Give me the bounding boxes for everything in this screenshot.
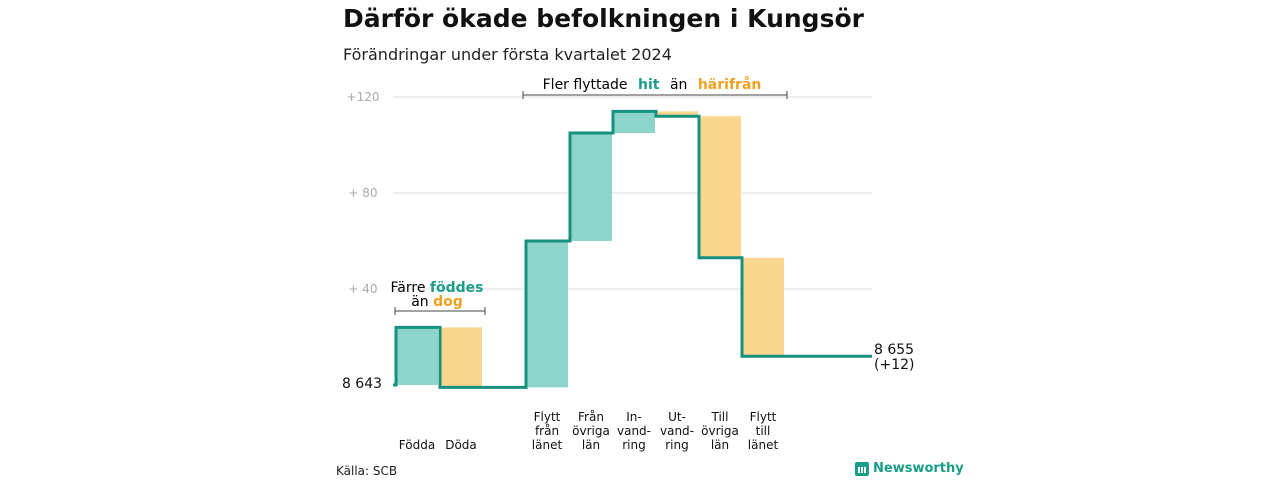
annotation-left-text2: än (411, 294, 428, 310)
annotation-left-highlight: föddes (430, 280, 484, 296)
category-label: länet (748, 438, 779, 452)
category-label: Flytt (750, 410, 777, 424)
chart-title: Därför ökade befolkningen i Kungsör (343, 4, 864, 33)
annotation-right-highlight1: hit (638, 77, 660, 93)
category-label: Flytt (534, 410, 561, 424)
category-label: till (756, 424, 771, 438)
category-label: län (582, 438, 600, 452)
category-label: län (711, 438, 729, 452)
category-label: Ut- (668, 410, 686, 424)
annotation-right-highlight2: härifrån (698, 76, 762, 93)
category-label: vand- (660, 424, 694, 438)
waterfall-bar (656, 111, 698, 117)
category-label: Till (711, 410, 729, 424)
annotation-left-text: Färre (391, 280, 426, 296)
y-tick-label: +120 (347, 90, 380, 104)
brand-logo: Newsworthy (855, 461, 964, 476)
category-label: ring (665, 438, 689, 452)
svg-text:Fler flyttade hit: Fler flyttade hit än härifrån (543, 76, 762, 93)
waterfall-bar (396, 327, 438, 385)
annotation-right-text2: än (670, 77, 687, 93)
chart-subtitle: Förändringar under första kvartalet 2024 (343, 45, 672, 64)
source-note: Källa: SCB (336, 464, 398, 478)
y-tick-label: + 40 (348, 282, 377, 296)
category-label: Från (578, 410, 604, 424)
annotation-left-highlight2: dog (433, 294, 463, 310)
category-label: vand- (617, 424, 651, 438)
bar-chart-icon (855, 461, 869, 476)
svg-text:Färre föddes: Färre föddes (391, 280, 484, 296)
category-label: länet (532, 438, 563, 452)
waterfall-bar (613, 111, 655, 133)
category-label: Födda (399, 438, 435, 452)
category-label: In- (626, 410, 641, 424)
svg-text:än dog: än dog (411, 294, 463, 310)
category-label: Döda (445, 438, 477, 452)
waterfall-bar (742, 257, 784, 357)
category-label: övriga (701, 424, 739, 438)
waterfall-bar (699, 116, 741, 258)
start-value-label: 8 643 (342, 376, 382, 392)
category-label: från (535, 424, 559, 438)
category-label: övriga (572, 424, 610, 438)
brand-name: Newsworthy (873, 461, 964, 476)
end-value-label: 8 655 (874, 342, 914, 358)
annotation-left: Färre föddes än dog (391, 280, 486, 315)
waterfall-bar (570, 133, 612, 241)
annotation-right: Fler flyttade hit än härifrån (522, 76, 788, 99)
waterfall-bar (440, 327, 482, 388)
waterfall-bar (526, 241, 568, 388)
labels: + 40 + 80 +120 8 643 8 655(+12) Födda Döda Flyt… (342, 90, 915, 452)
annotation-right-text: Fler flyttade (543, 77, 628, 93)
cumulative-line (393, 109, 872, 389)
end-change-label: (+12) (874, 357, 914, 373)
grid-lines (393, 96, 872, 290)
category-label: ring (622, 438, 646, 452)
bars (396, 111, 784, 388)
y-tick-label: + 80 (348, 186, 377, 200)
